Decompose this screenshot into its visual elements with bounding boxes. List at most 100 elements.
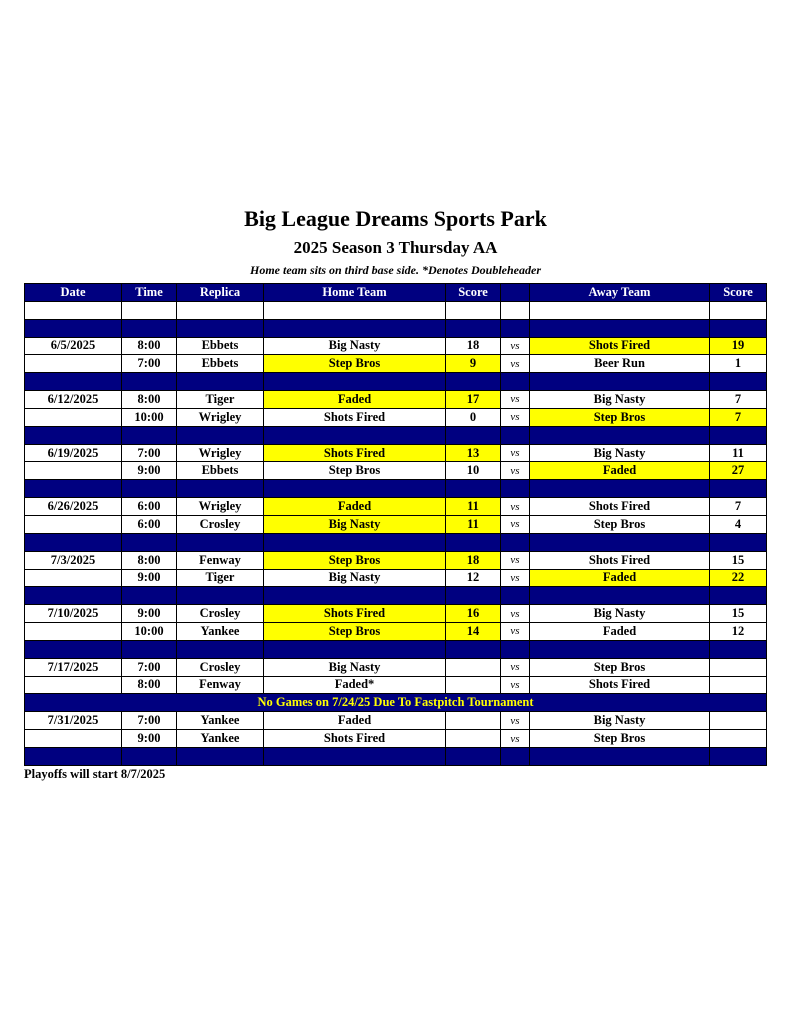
game-time: 6:00 — [121, 497, 177, 516]
replica-field: Fenway — [176, 675, 264, 695]
empty-cell — [263, 425, 446, 445]
empty-cell — [176, 300, 264, 320]
column-header: Time — [121, 283, 177, 302]
game-time: 8:00 — [121, 390, 177, 409]
page-title: Big League Dreams Sports Park — [244, 206, 547, 231]
away-team: Shots Fired — [529, 550, 710, 570]
empty-cell — [500, 425, 530, 445]
game-date — [24, 514, 122, 534]
away-team: Step Bros — [529, 514, 710, 534]
replica-field: Tiger — [176, 568, 264, 588]
empty-cell — [121, 425, 177, 445]
empty-cell — [445, 425, 501, 445]
game-row: 6:00 Crosley Big Nasty 11 vs Step Bros 4 — [24, 514, 767, 534]
away-score: 12 — [709, 622, 767, 641]
vs-label: vs — [500, 336, 530, 356]
home-team: Big Nasty — [263, 568, 446, 588]
game-row: 7/10/2025 9:00 Crosley Shots Fired 16 vs Big N… — [24, 604, 767, 624]
game-time: 9:00 — [121, 729, 177, 748]
away-team: Big Nasty — [529, 604, 710, 624]
empty-cell — [263, 300, 446, 320]
away-score: 19 — [709, 336, 767, 356]
away-team: Faded — [529, 568, 710, 588]
home-score: 14 — [445, 622, 501, 641]
empty-cell — [500, 300, 530, 320]
away-team: Beer Run — [529, 354, 710, 374]
empty-cell — [24, 639, 122, 659]
empty-cell — [24, 746, 122, 766]
blank-row — [24, 300, 767, 320]
empty-cell — [709, 639, 767, 659]
empty-cell — [500, 318, 530, 338]
replica-field: Ebbets — [176, 354, 264, 374]
empty-cell — [121, 479, 177, 499]
empty-cell — [176, 586, 264, 606]
separator-row — [24, 532, 767, 552]
empty-cell — [121, 586, 177, 606]
empty-cell — [529, 318, 710, 338]
empty-cell — [529, 479, 710, 499]
empty-cell — [263, 532, 446, 552]
vs-label: vs — [500, 461, 530, 481]
away-score — [709, 657, 767, 677]
away-team: Step Bros — [529, 729, 710, 748]
empty-cell — [709, 300, 767, 320]
away-team: Shots Fired — [529, 336, 710, 356]
game-date: 6/5/2025 — [24, 336, 122, 356]
replica-field: Crosley — [176, 514, 264, 534]
empty-cell — [263, 746, 446, 766]
away-team: Big Nasty — [529, 443, 710, 463]
home-score: 11 — [445, 497, 501, 516]
game-date — [24, 568, 122, 588]
column-header: Replica — [176, 283, 264, 302]
away-team: Shots Fired — [529, 497, 710, 516]
notice-row: No Games on 7/24/25 Due To Fastpitch Tou… — [24, 693, 767, 713]
away-score: 1 — [709, 354, 767, 374]
empty-cell — [176, 746, 264, 766]
game-date — [24, 407, 122, 427]
empty-cell — [709, 318, 767, 338]
vs-label: vs — [500, 657, 530, 677]
game-row: 9:00 Tiger Big Nasty 12 vs Faded 22 — [24, 568, 767, 588]
game-time: 10:00 — [121, 622, 177, 641]
home-team: Shots Fired — [263, 729, 446, 748]
game-date: 7/3/2025 — [24, 550, 122, 570]
empty-cell — [24, 300, 122, 320]
separator-row — [24, 425, 767, 445]
header-row: Date Time Replica Home Team Score Away Team Sc… — [24, 283, 767, 302]
empty-cell — [176, 532, 264, 552]
empty-cell — [263, 372, 446, 392]
home-team: Big Nasty — [263, 336, 446, 356]
game-time: 8:00 — [121, 336, 177, 356]
empty-cell — [24, 532, 122, 552]
home-score: 11 — [445, 514, 501, 534]
vs-label: vs — [500, 443, 530, 463]
game-row: 10:00 Wrigley Shots Fired 0 vs Step Bros 7 — [24, 407, 767, 427]
home-team: Faded — [263, 711, 446, 731]
home-team: Step Bros — [263, 354, 446, 374]
empty-cell — [263, 639, 446, 659]
empty-cell — [176, 479, 264, 499]
vs-label: vs — [500, 514, 530, 534]
home-score: 18 — [445, 336, 501, 356]
game-row: 7:00 Ebbets Step Bros 9 vs Beer Run 1 — [24, 354, 767, 374]
empty-cell — [445, 300, 501, 320]
empty-cell — [445, 532, 501, 552]
column-header: Away Team — [529, 283, 710, 302]
column-header — [500, 283, 530, 302]
game-time: 7:00 — [121, 711, 177, 731]
replica-field: Ebbets — [176, 461, 264, 481]
empty-cell — [445, 479, 501, 499]
game-time: 6:00 — [121, 514, 177, 534]
game-date: 6/12/2025 — [24, 390, 122, 409]
game-date: 7/31/2025 — [24, 711, 122, 731]
away-team: Big Nasty — [529, 390, 710, 409]
home-score — [445, 657, 501, 677]
home-score: 18 — [445, 550, 501, 570]
empty-cell — [24, 425, 122, 445]
column-header: Score — [445, 283, 501, 302]
vs-label: vs — [500, 622, 530, 641]
game-row: 6/5/2025 8:00 Ebbets Big Nasty 18 vs Shots Fir… — [24, 336, 767, 356]
empty-cell — [500, 639, 530, 659]
vs-label: vs — [500, 729, 530, 748]
